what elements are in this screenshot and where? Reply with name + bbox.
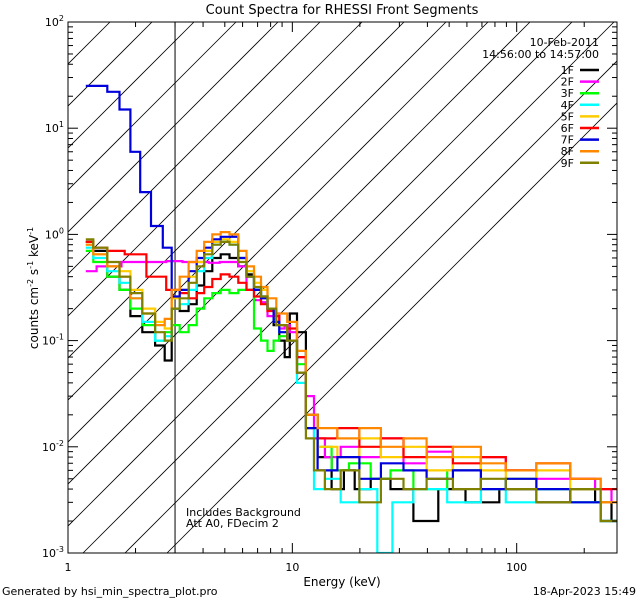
legend-label-2F: 2F bbox=[561, 76, 574, 89]
series-line-5F bbox=[85, 238, 617, 504]
y-axis-label: counts cm-2 s-1 keV-1 bbox=[26, 227, 41, 349]
footer-timestamp: 18-Apr-2023 15:49 bbox=[533, 585, 636, 598]
y-tick-exponent: 2 bbox=[59, 14, 64, 23]
hatch-line bbox=[68, 22, 321, 275]
y-tick-exponent: -2 bbox=[56, 439, 64, 448]
hatch-line bbox=[124, 60, 617, 553]
hatch-line bbox=[68, 22, 489, 443]
y-tick-base: 10 bbox=[45, 16, 59, 29]
hatch-line bbox=[68, 22, 363, 317]
legend-label-5F: 5F bbox=[561, 110, 574, 123]
annotation-time-range: 14:56:00 to 14:57:00 bbox=[482, 48, 599, 61]
series-line-6F bbox=[85, 240, 617, 491]
hatch-line bbox=[166, 102, 617, 553]
y-tick-label: 101 bbox=[45, 120, 64, 135]
legend-label-4F: 4F bbox=[561, 99, 574, 112]
y-tick-exponent: 0 bbox=[59, 226, 64, 235]
hatch-line bbox=[82, 22, 615, 553]
hatch-line bbox=[68, 22, 153, 107]
footer-generated-by: Generated by hsi_min_spectra_plot.pro bbox=[2, 585, 218, 598]
hatched-region bbox=[68, 22, 617, 553]
y-tick-label: 102 bbox=[45, 14, 64, 29]
x-axis-ticks: 1 10 100 bbox=[65, 22, 585, 574]
annotation-attenuator-note: Att A0, FDecim 2 bbox=[186, 517, 279, 530]
legend-label-9F: 9F bbox=[561, 157, 574, 170]
legend-label-1F: 1F bbox=[561, 64, 574, 77]
legend-label-7F: 7F bbox=[561, 134, 574, 147]
hatch-line bbox=[68, 22, 195, 149]
x-tick-label: 10 bbox=[285, 561, 299, 574]
y-tick-base: 10 bbox=[42, 441, 56, 454]
y-axis-label-mid: s bbox=[27, 269, 41, 279]
y-tick-label: 10-1 bbox=[42, 333, 64, 348]
series-lines bbox=[85, 84, 617, 553]
y-axis-label-sup3: -1 bbox=[26, 227, 35, 235]
y-axis-label-sup1: -2 bbox=[26, 279, 35, 287]
y-tick-base: 10 bbox=[42, 335, 56, 348]
legend-label-8F: 8F bbox=[561, 145, 574, 158]
hatch-line bbox=[68, 22, 573, 527]
annotation-date: 10-Feb-2011 bbox=[530, 36, 599, 49]
x-tick-label: 100 bbox=[506, 561, 527, 574]
chart-title: Count Spectra for RHESSI Front Segments bbox=[206, 3, 479, 18]
legend-label-6F: 6F bbox=[561, 122, 574, 135]
y-tick-exponent: 1 bbox=[59, 120, 64, 129]
annotation-background-note: Includes Background bbox=[186, 506, 301, 519]
y-tick-label: 10-3 bbox=[42, 545, 64, 560]
y-tick-label: 10-2 bbox=[42, 439, 64, 454]
hatch-line bbox=[68, 22, 405, 359]
x-axis-label: Energy (keV) bbox=[303, 575, 380, 589]
hatch-line bbox=[68, 22, 237, 191]
y-tick-base: 10 bbox=[45, 228, 59, 241]
x-tick-label: 1 bbox=[65, 561, 72, 574]
hatch-line bbox=[68, 22, 279, 233]
y-tick-exponent: -1 bbox=[56, 333, 64, 342]
hatch-line bbox=[68, 22, 111, 65]
y-tick-base: 10 bbox=[42, 547, 56, 560]
y-tick-label: 100 bbox=[45, 226, 64, 241]
y-axis-label-sup2: -1 bbox=[26, 261, 35, 269]
series-line-9F bbox=[85, 238, 617, 523]
series-line-7F bbox=[85, 84, 617, 523]
legend-label-3F: 3F bbox=[561, 87, 574, 100]
y-tick-base: 10 bbox=[45, 122, 59, 135]
series-line-8F bbox=[85, 231, 617, 504]
y-tick-exponent: -3 bbox=[56, 545, 64, 554]
y-axis-label-mid2: keV bbox=[27, 234, 41, 261]
y-axis-label-base: counts cm bbox=[27, 287, 41, 349]
plot-frame bbox=[67, 21, 618, 554]
